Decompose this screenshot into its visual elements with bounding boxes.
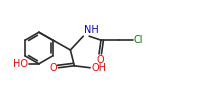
Text: HO: HO <box>13 59 28 69</box>
Text: Cl: Cl <box>134 35 143 45</box>
Text: NH: NH <box>84 25 99 35</box>
Text: OH: OH <box>91 63 106 73</box>
Text: O: O <box>96 55 104 65</box>
Text: O: O <box>50 63 58 73</box>
